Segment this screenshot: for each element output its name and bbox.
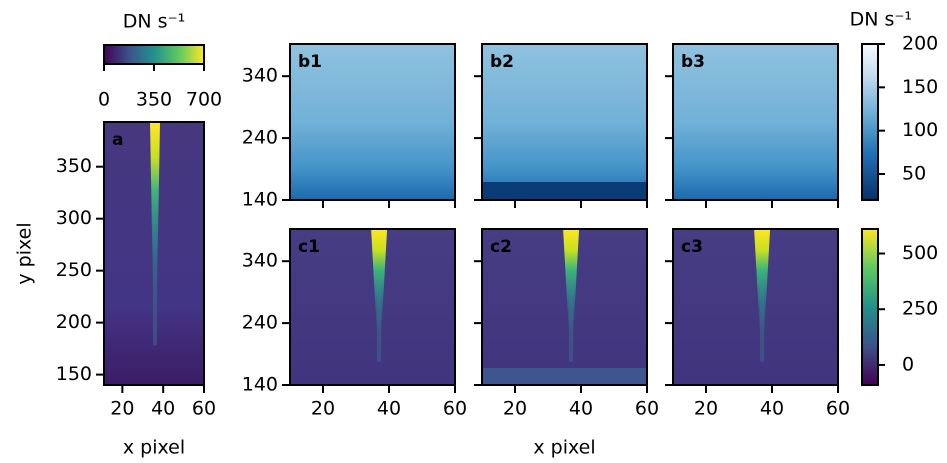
image-band	[482, 182, 647, 200]
x-tick-label: 20	[110, 398, 134, 420]
colorbar-tick-label: 0	[902, 353, 914, 375]
panel-label: c1	[298, 237, 320, 257]
colorbar-tick-label: 500	[902, 242, 938, 264]
x-tick-label: 40	[151, 398, 175, 420]
y-tick-label: 250	[56, 259, 92, 281]
x-tick-label: 60	[192, 398, 216, 420]
y-tick-label: 240	[242, 127, 278, 149]
image	[290, 44, 455, 200]
panel-label: a	[112, 130, 123, 150]
colorbar	[861, 43, 879, 201]
image	[673, 229, 838, 385]
colorbar-tick-label: 700	[186, 89, 222, 111]
frame	[672, 228, 839, 386]
frame	[672, 43, 839, 201]
y-tick-label: 240	[242, 312, 278, 334]
y-tick-label: 340	[242, 250, 278, 272]
image	[482, 229, 647, 385]
y-axis-label: y pixel	[14, 222, 36, 284]
frame	[103, 121, 205, 386]
colorbar	[861, 228, 879, 386]
plume	[150, 122, 161, 320]
x-tick-label: 20	[311, 398, 335, 420]
colorbar-tick-label: 200	[902, 33, 938, 55]
panel-label: c2	[490, 237, 512, 257]
colorbar-tick-label: 150	[902, 76, 938, 98]
frame	[481, 43, 648, 201]
x-tick-label: 40	[377, 398, 401, 420]
y-tick-label: 150	[56, 363, 92, 385]
x-tick-label: 40	[760, 398, 784, 420]
colorbar-tick-label: 100	[902, 119, 938, 141]
x-tick-label: 60	[443, 398, 467, 420]
plume	[371, 229, 388, 346]
plume	[754, 229, 771, 346]
x-axis-label: x pixel	[533, 437, 595, 459]
x-tick-label: 40	[569, 398, 593, 420]
y-tick-label: 140	[242, 374, 278, 396]
image	[290, 229, 455, 385]
frame	[289, 43, 456, 201]
x-tick-label: 60	[635, 398, 659, 420]
image	[482, 44, 647, 200]
image-band	[482, 368, 647, 385]
colorbar-label: DN s⁻¹	[123, 11, 185, 33]
x-tick-label: 20	[694, 398, 718, 420]
panel-label: b2	[490, 52, 514, 72]
y-tick-label: 340	[242, 65, 278, 87]
panel-label: c3	[681, 237, 703, 257]
plume	[563, 229, 580, 346]
frame	[481, 228, 648, 386]
panel-label: b3	[681, 52, 705, 72]
colorbar-label: DN s⁻¹	[850, 9, 912, 31]
colorbar-tick-label: 50	[902, 163, 926, 185]
colorbar-tick-label: 250	[902, 298, 938, 320]
y-tick-label: 300	[56, 207, 92, 229]
y-tick-label: 350	[56, 155, 92, 177]
x-axis-label: x pixel	[123, 437, 185, 459]
colorbar	[103, 44, 205, 65]
x-tick-label: 20	[503, 398, 527, 420]
panel-label: b1	[298, 52, 322, 72]
image	[673, 44, 838, 200]
y-tick-label: 200	[56, 311, 92, 333]
y-tick-label: 140	[242, 189, 278, 211]
colorbar-tick-label: 350	[136, 89, 172, 111]
x-tick-label: 60	[826, 398, 850, 420]
frame	[289, 228, 456, 386]
colorbar-tick-label: 0	[98, 89, 110, 111]
